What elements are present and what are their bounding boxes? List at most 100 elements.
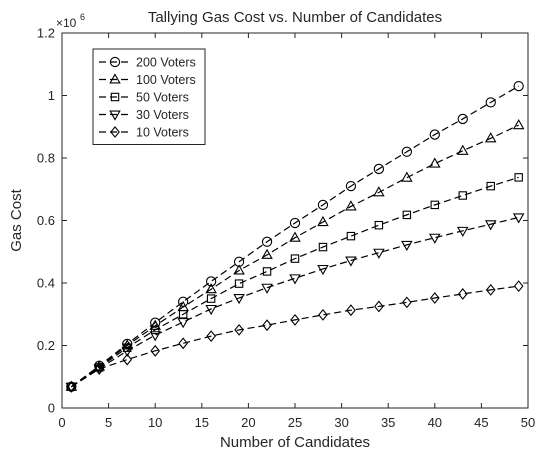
data-point-triangle-up: [456, 144, 469, 155]
data-point-diamond: [290, 313, 300, 326]
x-tick-label: 5: [105, 415, 112, 430]
data-point-triangle-down: [345, 256, 357, 267]
series-diamond: [66, 280, 524, 393]
series-line: [70, 124, 519, 388]
legend-label: 100 Voters: [136, 73, 196, 87]
series-line: [70, 176, 519, 388]
legend-item: 100 Voters: [99, 73, 196, 87]
data-point-diamond: [429, 292, 440, 304]
data-point-circle: [373, 163, 385, 175]
y-tick-label: 1: [48, 88, 55, 103]
data-point-diamond: [513, 280, 524, 293]
series-line: [70, 85, 519, 388]
data-point-circle: [178, 296, 189, 307]
data-point-triangle-down: [261, 283, 273, 294]
data-point-triangle-down: [373, 248, 385, 259]
data-point-square: [262, 267, 272, 276]
data-point-triangle-down: [289, 274, 301, 285]
series-square: [67, 173, 523, 391]
data-point-circle: [345, 180, 357, 192]
data-point-diamond: [374, 300, 384, 313]
data-point-triangle-down: [233, 293, 245, 305]
y-tick-label: 0.4: [37, 276, 55, 291]
legend-item: 30 Voters: [99, 108, 189, 122]
x-tick-label: 0: [58, 415, 65, 430]
data-point-circle: [429, 129, 440, 140]
data-point-triangle-down: [512, 213, 525, 224]
data-point-circle: [289, 217, 301, 229]
x-tick-label: 35: [381, 415, 395, 430]
data-point-diamond: [234, 323, 244, 336]
data-point-circle: [261, 236, 273, 247]
y-multiplier-exponent: 6: [80, 12, 85, 22]
x-tick-label: 15: [195, 415, 209, 430]
data-point-diamond: [457, 288, 468, 300]
data-point-diamond: [150, 344, 161, 357]
legend-label: 50 Voters: [136, 91, 189, 105]
legend: 200 Voters 100 Voters 50 Voters 30 Voters 10…: [92, 48, 206, 145]
data-point-square: [514, 173, 523, 182]
data-point-triangle-down: [429, 233, 441, 244]
legend-label: 30 Voters: [136, 108, 189, 122]
data-point-triangle-down: [93, 364, 106, 375]
data-point-triangle-down: [317, 264, 329, 276]
x-axis: 0 5 10 15 20 25 30 35 40 45 50: [58, 33, 535, 430]
data-point-triangle-down: [401, 240, 413, 252]
data-point-diamond: [318, 308, 328, 321]
data-point-diamond: [206, 330, 216, 343]
x-tick-label: 30: [334, 415, 348, 430]
data-point-diamond: [346, 304, 356, 317]
data-point-square: [430, 200, 440, 210]
data-point-triangle-up: [401, 171, 413, 182]
data-point-diamond: [178, 337, 189, 350]
x-tick-label: 25: [288, 415, 302, 430]
data-point-triangle-down: [456, 226, 469, 237]
data-point-triangle-up: [261, 248, 273, 259]
x-tick-label: 45: [474, 415, 488, 430]
data-point-triangle-up: [345, 200, 357, 211]
data-point-diamond: [122, 353, 133, 366]
legend-label: 200 Voters: [136, 56, 196, 70]
x-tick-label: 50: [521, 415, 535, 430]
legend-marker-circle: [109, 56, 121, 68]
y-tick-label: 1.2: [37, 26, 55, 41]
data-point-square: [290, 254, 300, 263]
data-point-triangle-down: [177, 318, 189, 329]
data-point-square: [234, 279, 244, 288]
chart-title: Tallying Gas Cost vs. Number of Candidat…: [148, 9, 442, 26]
legend-marker-square: [110, 92, 120, 102]
series-layer: [65, 80, 525, 393]
legend-marker-triangle-up: [109, 73, 121, 84]
data-point-square: [486, 181, 495, 191]
x-tick-label: 10: [148, 415, 162, 430]
data-point-diamond: [485, 283, 496, 296]
data-point-circle: [317, 199, 329, 211]
y-axis: 0 0.2 0.4 0.6 0.8 1 1.2: [37, 26, 528, 416]
data-point-square: [402, 210, 412, 220]
data-point-diamond: [401, 296, 412, 309]
y-axis-multiplier: ×10 6: [56, 12, 85, 30]
data-point-square: [346, 231, 356, 241]
data-point-circle: [401, 146, 412, 157]
data-point-triangle-up: [289, 231, 301, 242]
data-point-circle: [457, 113, 468, 125]
data-point-triangle-down: [149, 331, 161, 342]
data-point-diamond: [66, 380, 77, 393]
data-point-square: [206, 294, 216, 303]
y-tick-label: 0: [48, 401, 55, 416]
legend-item: 200 Voters: [99, 56, 196, 70]
data-point-circle: [150, 317, 161, 328]
y-multiplier-base: ×10: [56, 16, 77, 30]
series-triangle-down: [65, 213, 525, 393]
series-line: [70, 285, 519, 388]
legend-item: 50 Voters: [99, 91, 189, 105]
y-tick-label: 0.2: [37, 338, 55, 353]
data-point-triangle-up: [317, 215, 329, 227]
legend-label: 10 Voters: [136, 126, 189, 140]
y-axis-label: Gas Cost: [8, 188, 25, 251]
data-point-square: [318, 242, 328, 252]
data-point-triangle-up: [512, 119, 525, 130]
data-point-square: [458, 191, 467, 200]
data-point-square: [374, 220, 384, 230]
